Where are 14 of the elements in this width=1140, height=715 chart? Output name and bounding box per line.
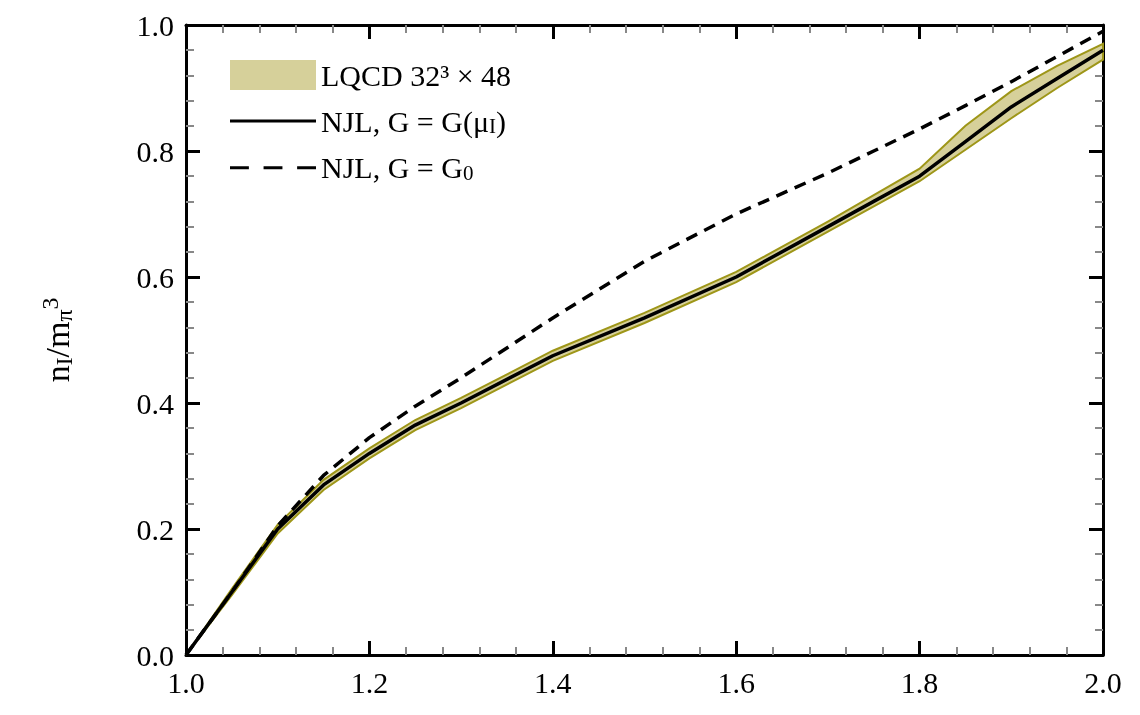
y-axis-title: nI/mπ3: [37, 297, 77, 383]
y-tick-label: 0.2: [136, 512, 174, 546]
y-tick-label: 0.4: [136, 386, 174, 420]
x-tick-label: 2.0: [1084, 665, 1122, 699]
y-tick-label: 0.6: [136, 260, 174, 294]
x-tick-label: 1.8: [900, 665, 939, 699]
x-tick-label: 1.4: [534, 665, 572, 699]
legend-label: NJL, G = G(μI): [321, 104, 506, 139]
legend-label: LQCD 32³ × 48: [321, 58, 512, 92]
y-tick-label: 1.0: [136, 8, 174, 42]
x-tick-label: 1.2: [350, 665, 389, 699]
y-tick-label: 0.8: [136, 134, 174, 168]
legend-label: NJL, G = G0: [321, 151, 474, 185]
x-tick-label: 1.6: [717, 665, 755, 699]
